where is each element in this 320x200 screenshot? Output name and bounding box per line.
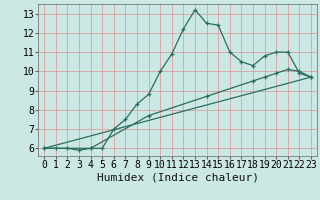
X-axis label: Humidex (Indice chaleur): Humidex (Indice chaleur) (97, 173, 259, 183)
